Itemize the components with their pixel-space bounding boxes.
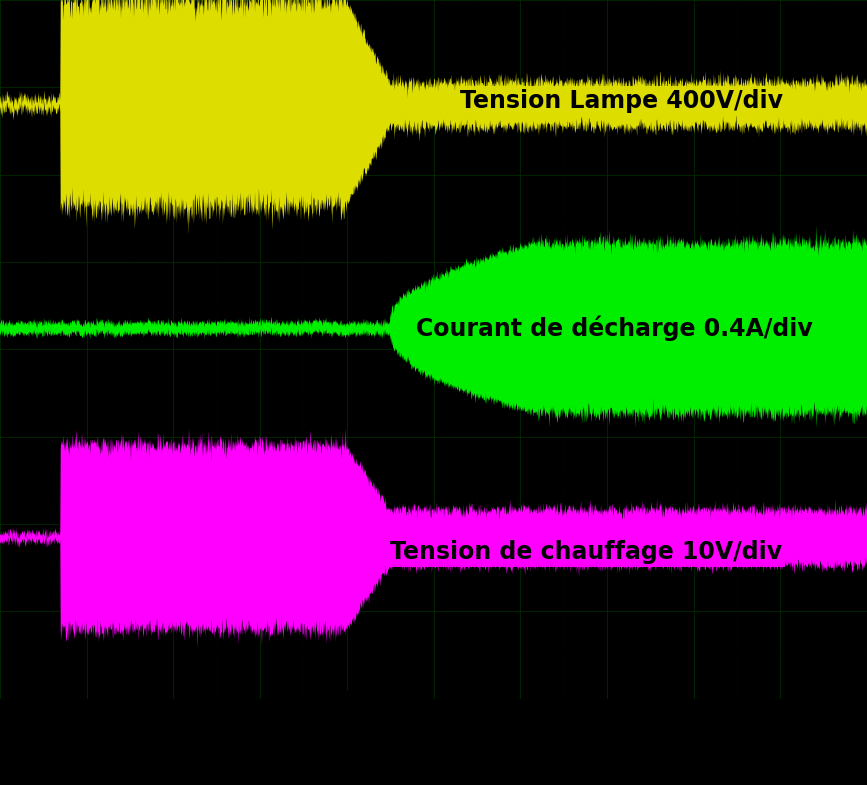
Text: t3: t3 <box>374 756 398 776</box>
Text: Tension Lampe 400V/div: Tension Lampe 400V/div <box>460 89 783 113</box>
Text: t4: t4 <box>521 756 545 776</box>
Text: Tension de chauffage 10V/div: Tension de chauffage 10V/div <box>390 540 782 564</box>
Text: t2: t2 <box>330 756 355 776</box>
Text: BT=500ms/div: BT=500ms/div <box>650 734 852 758</box>
Text: Courant de décharge 0.4A/div: Courant de décharge 0.4A/div <box>416 316 813 341</box>
Text: t1: t1 <box>44 756 68 776</box>
